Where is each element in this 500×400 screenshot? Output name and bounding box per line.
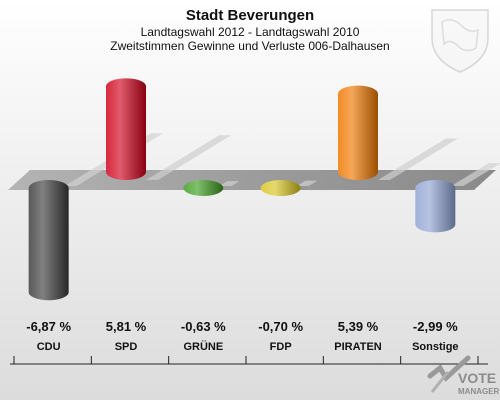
votemanager-logo: VOTE MANAGER xyxy=(427,355,500,396)
bars xyxy=(28,78,456,301)
category-label: GRÜNE xyxy=(183,340,223,353)
chart-title: Stadt Beverungen xyxy=(186,7,314,24)
bar-cdu xyxy=(28,180,69,301)
bar-shadow xyxy=(451,162,500,186)
vote-check-icon xyxy=(427,355,471,393)
logo-text-vote: VOTE xyxy=(458,370,496,386)
category-label: PIRATEN xyxy=(334,341,382,353)
value-labels: -6,87 % 5,81 % -0,63 % -0,70 % 5,39 % -2,99 % xyxy=(26,319,458,334)
category-axis: CDU SPD GRÜNE FDP PIRATEN Sonstige xyxy=(10,340,488,365)
bar-shadow xyxy=(378,138,458,180)
bar-fdp xyxy=(260,180,301,196)
bar-shadow xyxy=(219,181,240,186)
bar-gr-ne xyxy=(183,180,224,196)
bar-shadow xyxy=(296,180,318,186)
bar-piraten xyxy=(338,85,378,180)
chart-subtitle-line-2: Zweitstimmen Gewinne und Verluste 006-Da… xyxy=(110,39,389,53)
chart-subtitle-line-1: Landtagswahl 2012 - Landtagswahl 2010 xyxy=(141,25,360,39)
logo-text-manager: MANAGER xyxy=(458,387,500,396)
category-label: SPD xyxy=(115,341,138,353)
value-label: -2,99 % xyxy=(413,319,458,334)
bar-shadow xyxy=(146,135,232,180)
value-label: -0,70 % xyxy=(258,319,303,334)
coat-of-arms-icon xyxy=(431,9,489,73)
value-label: -0,63 % xyxy=(181,319,226,334)
category-label: CDU xyxy=(37,341,61,353)
bar-sonstige xyxy=(415,180,456,233)
value-label: 5,81 % xyxy=(106,319,147,334)
bar-spd xyxy=(106,78,146,180)
category-label: Sonstige xyxy=(412,341,458,353)
value-label: 5,39 % xyxy=(338,319,379,334)
category-label: FDP xyxy=(270,341,292,353)
value-label: -6,87 % xyxy=(26,319,71,334)
